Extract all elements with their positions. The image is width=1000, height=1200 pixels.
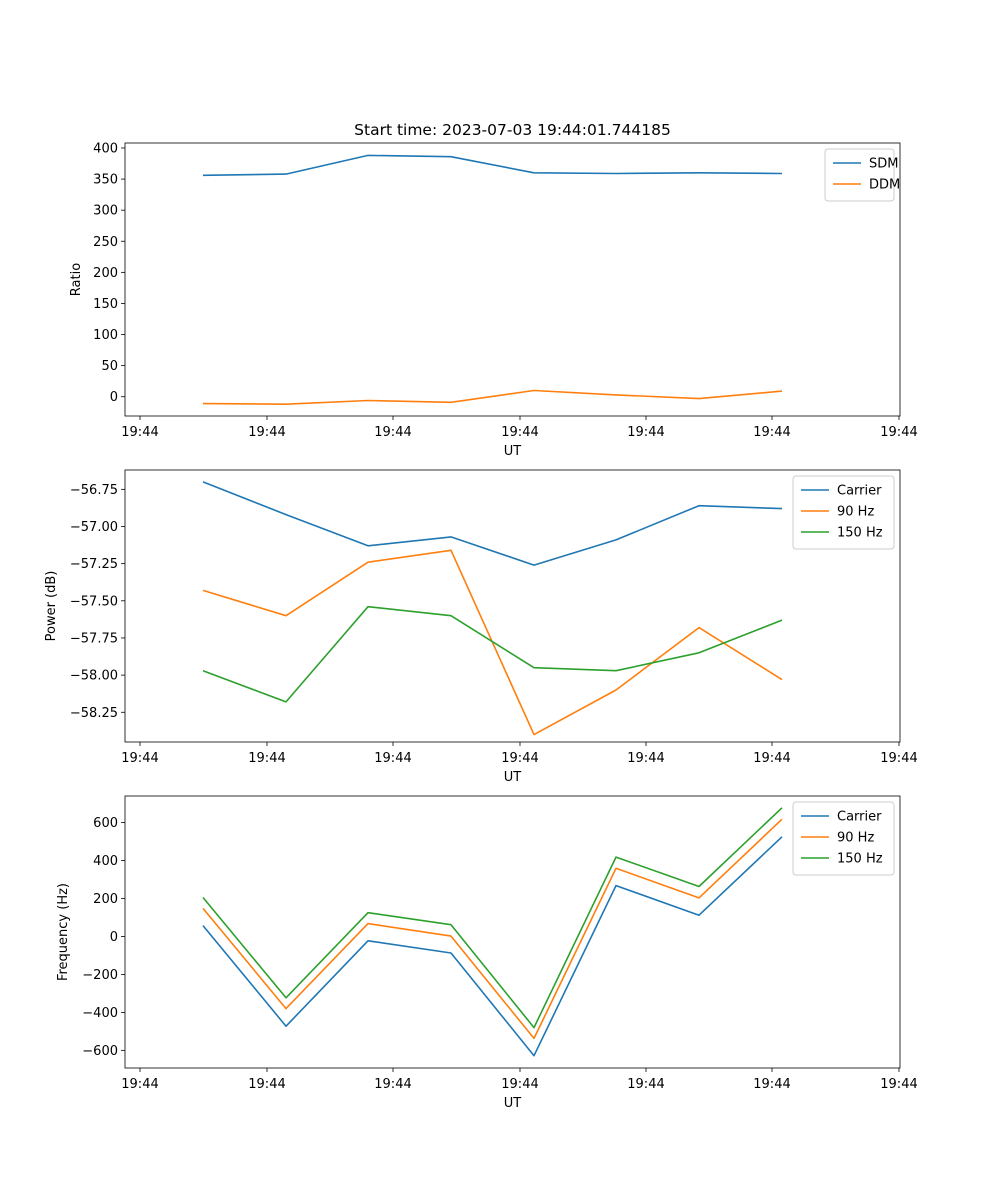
series-line-150-hz: [202, 605, 783, 703]
axes-frame: [124, 142, 901, 417]
legend-box: [824, 148, 895, 202]
x-tick-label: 19:44: [880, 1077, 917, 1092]
legend-entry: Carrier: [837, 810, 882, 825]
legend-entry: 150 Hz: [837, 526, 883, 541]
x-tick-label: 19:44: [248, 1077, 285, 1092]
y-tick-label: 600: [93, 816, 118, 831]
x-tick-label: 19:44: [121, 751, 158, 766]
x-tick-label: 19:44: [248, 425, 285, 440]
y-tick-label: −58.25: [70, 706, 118, 721]
y-tick-label: 0: [110, 390, 118, 405]
x-tick-label: 19:44: [501, 425, 538, 440]
legend-entry: SDM: [869, 157, 898, 172]
series-line-90-hz: [202, 818, 783, 1040]
y-tick-label: −57.00: [70, 520, 118, 535]
legend-entry: Carrier: [837, 484, 882, 499]
series-line-150-hz: [202, 807, 783, 1029]
x-tick-label: 19:44: [627, 751, 664, 766]
series-line-sdm: [202, 154, 783, 177]
x-tick-label: 19:44: [374, 1077, 411, 1092]
y-tick-label: −57.25: [70, 557, 118, 572]
y-tick-label: −600: [82, 1044, 118, 1059]
x-tick-label: 19:44: [501, 1077, 538, 1092]
x-tick-label: 19:44: [501, 751, 538, 766]
x-axis-label: UT: [504, 1096, 522, 1111]
subplot-1: 19:44 19:44 19:44 19:44 19:44 19:44 19:44 0 50 10…: [69, 121, 918, 459]
y-tick-label: 100: [93, 328, 118, 343]
y-tick-label: 150: [93, 297, 118, 312]
legend-entry: 150 Hz: [837, 852, 883, 867]
y-tick-label: 200: [93, 266, 118, 281]
x-tick-label: 19:44: [374, 425, 411, 440]
chart-title: Start time: 2023-07-03 19:44:01.744185: [354, 121, 671, 139]
legend: SDM DDM: [824, 148, 900, 202]
x-tick-label: 19:44: [374, 751, 411, 766]
y-tick-label: 200: [93, 892, 118, 907]
x-tick-label: 19:44: [627, 425, 664, 440]
subplot-3: 19:44 19:44 19:44 19:44 19:44 19:44 19:44 −600 −…: [56, 795, 918, 1111]
y-tick-label: −200: [82, 968, 118, 983]
axes-frame: [124, 795, 901, 1069]
x-axis-label: UT: [504, 770, 522, 785]
legend: Carrier 90 Hz 150 Hz: [792, 801, 895, 876]
axes-frame: [124, 469, 901, 743]
y-tick-label: 300: [93, 204, 118, 219]
y-tick-label: 350: [93, 173, 118, 188]
legend-box: [792, 801, 895, 876]
series-line-carrier: [202, 836, 783, 1057]
y-tick-label: −57.75: [70, 631, 118, 646]
y-tick-label: −56.75: [70, 483, 118, 498]
y-axis-label: Frequency (Hz): [56, 883, 71, 981]
y-tick-label: 400: [93, 854, 118, 869]
x-tick-label: 19:44: [121, 1077, 158, 1092]
series-line-ddm: [202, 389, 783, 406]
legend: Carrier 90 Hz 150 Hz: [792, 475, 895, 550]
y-tick-label: 50: [101, 359, 118, 374]
y-tick-label: −58.00: [70, 669, 118, 684]
legend-box: [792, 475, 895, 550]
x-tick-label: 19:44: [880, 751, 917, 766]
x-tick-label: 19:44: [753, 425, 790, 440]
x-tick-label: 19:44: [627, 1077, 664, 1092]
y-tick-label: −57.50: [70, 594, 118, 609]
x-tick-label: 19:44: [248, 751, 285, 766]
x-tick-label: 19:44: [880, 425, 917, 440]
y-tick-label: −400: [82, 1006, 118, 1021]
x-tick-label: 19:44: [121, 425, 158, 440]
y-axis-label: Ratio: [69, 263, 84, 296]
legend-entry: DDM: [869, 178, 900, 193]
x-tick-label: 19:44: [753, 751, 790, 766]
y-axis-label: Power (dB): [44, 571, 59, 642]
y-tick-label: 0: [110, 930, 118, 945]
legend-entry: 90 Hz: [837, 505, 874, 520]
subplot-2: 19:44 19:44 19:44 19:44 19:44 19:44 19:44 −58.2…: [44, 469, 918, 785]
y-tick-label: 250: [93, 235, 118, 250]
legend-entry: 90 Hz: [837, 831, 874, 846]
x-tick-label: 19:44: [753, 1077, 790, 1092]
x-axis-label: UT: [504, 444, 522, 459]
series-line-carrier: [202, 481, 783, 566]
y-tick-label: 400: [93, 141, 118, 156]
